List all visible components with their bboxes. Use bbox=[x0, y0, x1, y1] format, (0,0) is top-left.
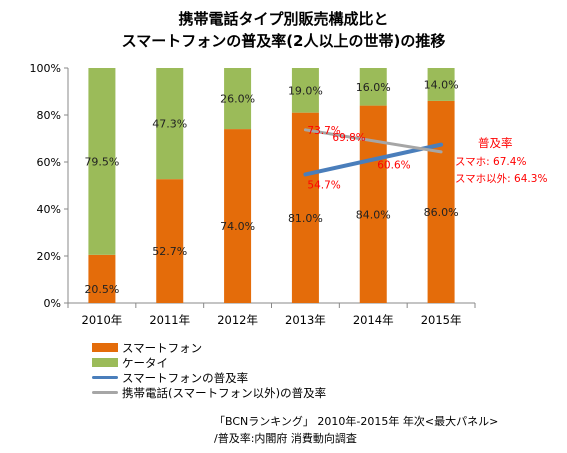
chart-title-line1: 携帯電話タイプ別販売構成比と bbox=[178, 10, 389, 28]
annotation-feature-phone: スマホ以外: 64.3% bbox=[455, 173, 547, 185]
legend-label-smartphone-penetration: スマートフォンの普及率 bbox=[122, 370, 249, 385]
legend-label-feature-phone-penetration: 携帯電話(スマートフォン以外)の普及率 bbox=[122, 385, 327, 400]
data-label-smartphone: 74.0% bbox=[220, 220, 255, 233]
legend-swatch-keitai bbox=[92, 358, 118, 367]
data-label-keitai: 16.0% bbox=[356, 81, 391, 94]
data-label-smartphone: 81.0% bbox=[288, 212, 323, 225]
y-tick-label: 0% bbox=[44, 297, 61, 310]
legend-label-keitai: ケータイ bbox=[122, 355, 168, 370]
legend-item-keitai: ケータイ bbox=[92, 355, 326, 370]
bar-keitai bbox=[88, 68, 116, 255]
bar-smartphone bbox=[224, 129, 252, 303]
bar-keitai bbox=[291, 68, 319, 113]
bar-smartphone bbox=[291, 112, 319, 304]
legend-item-smartphone-penetration: スマートフォンの普及率 bbox=[92, 370, 326, 385]
data-label-smartphone: 86.0% bbox=[424, 206, 459, 219]
data-label-smartphone: 84.0% bbox=[356, 208, 391, 221]
chart-title-line2: スマートフォンの普及率(2人以上の世帯)の推移 bbox=[121, 32, 446, 50]
data-label-keitai: 47.3% bbox=[152, 118, 187, 131]
data-label-smartphone-penetration: 54.7% bbox=[307, 179, 340, 191]
y-tick-label: 80% bbox=[37, 109, 61, 122]
bar-smartphone bbox=[156, 179, 184, 303]
y-tick-label: 60% bbox=[37, 156, 61, 169]
data-label-keitai: 14.0% bbox=[424, 78, 459, 91]
legend-swatch-smartphone-penetration bbox=[92, 376, 118, 379]
line-feature-phone-penetration bbox=[303, 128, 443, 154]
data-label-keitai: 19.0% bbox=[288, 84, 323, 97]
bar-keitai bbox=[156, 68, 184, 180]
x-tick-label: 2012年 bbox=[217, 313, 258, 327]
x-tick-label: 2013年 bbox=[285, 313, 326, 327]
bar-keitai bbox=[427, 68, 455, 101]
legend-swatch-smartphone bbox=[92, 343, 118, 352]
x-tick-label: 2015年 bbox=[421, 313, 462, 327]
data-label-smartphone: 20.5% bbox=[84, 283, 119, 296]
bar-keitai bbox=[359, 68, 387, 106]
data-label-feature-phone-penetration: 73.7% bbox=[307, 125, 340, 137]
y-tick-label: 40% bbox=[37, 203, 61, 216]
legend-item-feature-phone-penetration: 携帯電話(スマートフォン以外)の普及率 bbox=[92, 385, 326, 400]
legend-swatch-feature-phone-penetration bbox=[92, 391, 118, 394]
annotation-smartphone: スマホ: 67.4% bbox=[455, 156, 526, 168]
x-tick-label: 2014年 bbox=[353, 313, 394, 327]
legend-label-smartphone: スマートフォン bbox=[122, 340, 203, 355]
x-tick-label: 2011年 bbox=[149, 313, 190, 327]
y-tick-label: 100% bbox=[30, 62, 61, 75]
source-note-line2: /普及率:内閣府 消費動向調査 bbox=[214, 432, 357, 445]
bar-smartphone bbox=[427, 100, 455, 304]
data-label-smartphone-penetration: 60.6% bbox=[377, 160, 410, 172]
source-note-line1: 「BCNランキング」 2010年-2015年 年次<最大パネル> bbox=[214, 415, 499, 428]
data-label-keitai: 79.5% bbox=[84, 155, 119, 168]
y-tick-label: 20% bbox=[37, 250, 61, 263]
bar-keitai bbox=[224, 68, 252, 130]
x-tick-label: 2010年 bbox=[82, 313, 123, 327]
data-label-feature-phone-penetration: 69.8% bbox=[332, 132, 365, 144]
legend-item-smartphone: スマートフォン bbox=[92, 340, 326, 355]
data-label-smartphone: 52.7% bbox=[152, 245, 187, 258]
bar-smartphone bbox=[88, 254, 116, 303]
annotation-header: 普及率 bbox=[478, 136, 513, 150]
data-label-keitai: 26.0% bbox=[220, 93, 255, 106]
legend: スマートフォン ケータイ スマートフォンの普及率 携帯電話(スマートフォン以外)… bbox=[92, 340, 326, 400]
